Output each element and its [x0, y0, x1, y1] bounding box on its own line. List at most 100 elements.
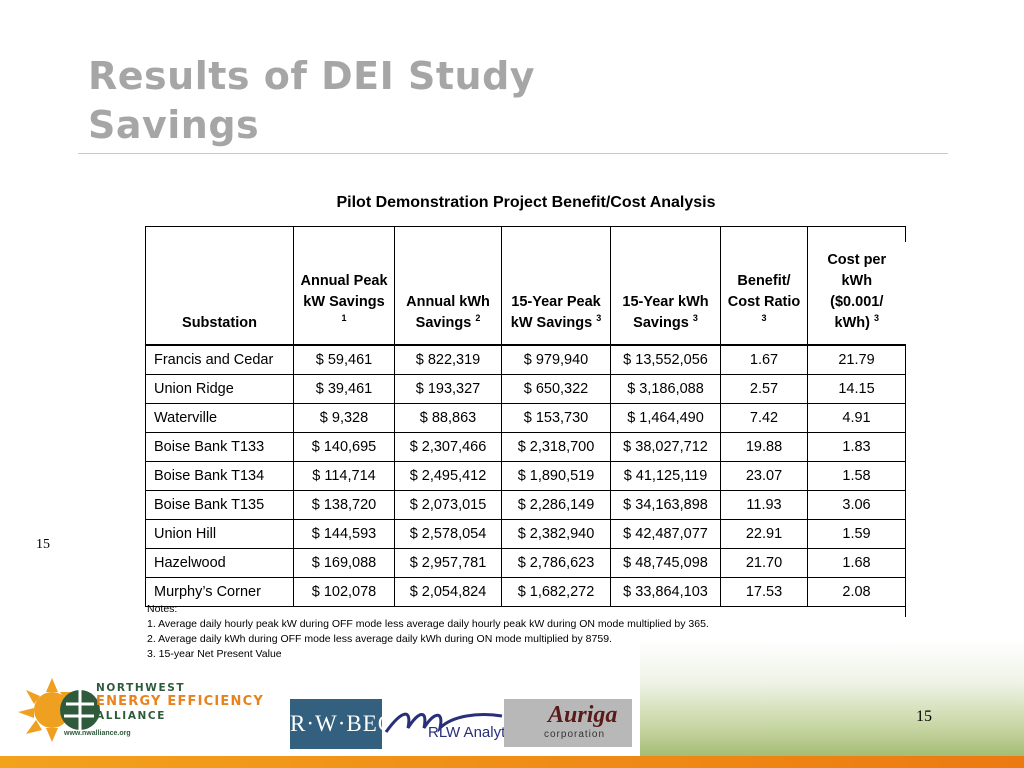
table-row: Boise Bank T134 $ 114,714 $ 2,495,412 $ 1,8… [145, 461, 906, 491]
table-row: Union Ridge $ 39,461 $ 193,327 $ 650,322 $ 3… [145, 374, 906, 404]
value-cell: 4.91 [807, 403, 906, 433]
value-cell: $ 9,328 [293, 403, 395, 433]
value-cell: 3.06 [807, 490, 906, 520]
title-divider [78, 153, 948, 154]
column-header-0: Substation [145, 226, 294, 346]
value-cell: 23.07 [720, 461, 808, 491]
substation-name-cell: Waterville [145, 403, 294, 433]
value-cell: 1.67 [720, 344, 808, 375]
value-cell: 1.68 [807, 548, 906, 578]
column-header-label: Cost per kWh ($0.001/ kWh) [827, 252, 887, 331]
title-line-1: Results of DEI Study [88, 54, 536, 98]
value-cell: $ 140,695 [293, 432, 395, 462]
value-cell: $ 102,078 [293, 577, 395, 607]
table-row: Boise Bank T133 $ 140,695 $ 2,307,466 $ 2,3… [145, 432, 906, 462]
value-cell: 2.57 [720, 374, 808, 404]
notes-edge-line [905, 601, 906, 617]
value-cell: 17.53 [720, 577, 808, 607]
table-row: Boise Bank T135 $ 138,720 $ 2,073,015 $ 2,2… [145, 490, 906, 520]
rwbeck-logo: R·W·BECK [290, 699, 411, 749]
value-cell: $ 979,940 [501, 344, 611, 375]
notes-label: Notes: [147, 603, 178, 615]
value-cell: $ 1,464,490 [610, 403, 721, 433]
footnote-marker: 3 [692, 313, 698, 324]
value-cell: $ 144,593 [293, 519, 395, 549]
benefit-cost-table: Substation Annual Peak kW Savings 1 Annual… [145, 226, 906, 607]
value-cell: $ 193,327 [394, 374, 502, 404]
substation-name-cell: Boise Bank T134 [145, 461, 294, 491]
value-cell: $ 88,863 [394, 403, 502, 433]
substation-name-cell: Hazelwood [145, 548, 294, 578]
column-header-2: Annual kWh Savings 2 [394, 226, 502, 346]
table-row: Union Hill $ 144,593 $ 2,578,054 $ 2,382,94… [145, 519, 906, 549]
nwea-line-1: NORTHWEST [96, 682, 186, 694]
value-cell: $ 33,864,103 [610, 577, 721, 607]
auriga-logo-name: Auriga [548, 702, 618, 728]
value-cell: 14.15 [807, 374, 906, 404]
value-cell: $ 41,125,119 [610, 461, 721, 491]
column-header-4: 15-Year kWh Savings 3 [610, 226, 721, 346]
value-cell: $ 38,027,712 [610, 432, 721, 462]
column-header-label: Annual kWh Savings [406, 294, 490, 331]
footnote-marker: 1 [341, 313, 347, 324]
value-cell: $ 153,730 [501, 403, 611, 433]
auriga-logo: Auriga corporation [504, 699, 632, 747]
note-3: 3. 15-year Net Present Value [147, 648, 282, 660]
column-header-label: Benefit/ Cost Ratio [727, 273, 801, 310]
value-cell: $ 114,714 [293, 461, 395, 491]
value-cell: $ 2,286,149 [501, 490, 611, 520]
value-cell: $ 42,487,077 [610, 519, 721, 549]
table-header-row: Substation Annual Peak kW Savings 1 Annual… [145, 226, 906, 346]
bottom-accent-bar [0, 756, 1024, 768]
value-cell: $ 39,461 [293, 374, 395, 404]
column-header-label: 15-Year Peak kW Savings [510, 294, 601, 331]
table-notes: Notes: 1. Average daily hourly peak kW d… [147, 602, 906, 662]
footnote-marker: 2 [475, 313, 481, 324]
value-cell: $ 169,088 [293, 548, 395, 578]
value-cell: 2.08 [807, 577, 906, 607]
value-cell: $ 2,382,940 [501, 519, 611, 549]
column-header-1: Annual Peak kW Savings 1 [293, 226, 395, 346]
value-cell: $ 2,073,015 [394, 490, 502, 520]
nwea-url: www.nwalliance.org [64, 730, 131, 737]
value-cell: 7.42 [720, 403, 808, 433]
rlw-swoosh-icon [384, 712, 503, 733]
grass-background [640, 640, 1024, 762]
value-cell: 22.91 [720, 519, 808, 549]
nwea-line-3: ALLIANCE [96, 710, 167, 722]
table-row: Francis and Cedar $ 59,461 $ 822,319 $ 979,… [145, 344, 906, 375]
value-cell: 19.88 [720, 432, 808, 462]
substation-name-cell: Boise Bank T135 [145, 490, 294, 520]
value-cell: $ 138,720 [293, 490, 395, 520]
footnote-marker: 3 [873, 313, 879, 324]
page-number-right: 15 [916, 708, 932, 725]
globe-logo-icon [60, 690, 100, 730]
value-cell: $ 2,318,700 [501, 432, 611, 462]
value-cell: 1.59 [807, 519, 906, 549]
slide-title: Results of DEI Study Savings [88, 52, 535, 150]
value-cell: $ 822,319 [394, 344, 502, 375]
value-cell: $ 3,186,088 [610, 374, 721, 404]
value-cell: 21.79 [807, 344, 906, 375]
table-row: Murphy’s Corner $ 102,078 $ 2,054,824 $ 1,6… [145, 577, 906, 607]
value-cell: $ 34,163,898 [610, 490, 721, 520]
table-body: Francis and Cedar $ 59,461 $ 822,319 $ 979,… [145, 344, 906, 607]
value-cell: $ 59,461 [293, 344, 395, 375]
value-cell: $ 2,957,781 [394, 548, 502, 578]
column-header-label: 15-Year kWh Savings [622, 294, 709, 331]
column-header-label: Annual Peak kW Savings [300, 273, 388, 310]
substation-name-cell: Union Hill [145, 519, 294, 549]
value-cell: $ 2,495,412 [394, 461, 502, 491]
substation-name-cell: Francis and Cedar [145, 344, 294, 375]
table-row: Waterville $ 9,328 $ 88,863 $ 153,730 $ 1,46… [145, 403, 906, 433]
substation-name-cell: Boise Bank T133 [145, 432, 294, 462]
value-cell: 11.93 [720, 490, 808, 520]
value-cell: $ 2,054,824 [394, 577, 502, 607]
value-cell: $ 2,307,466 [394, 432, 502, 462]
title-line-2: Savings [88, 103, 260, 147]
table-edge-line [905, 226, 906, 242]
note-2: 2. Average daily kWh during OFF mode les… [147, 633, 612, 645]
value-cell: $ 48,745,098 [610, 548, 721, 578]
value-cell: $ 650,322 [501, 374, 611, 404]
page-number-left: 15 [36, 537, 50, 552]
